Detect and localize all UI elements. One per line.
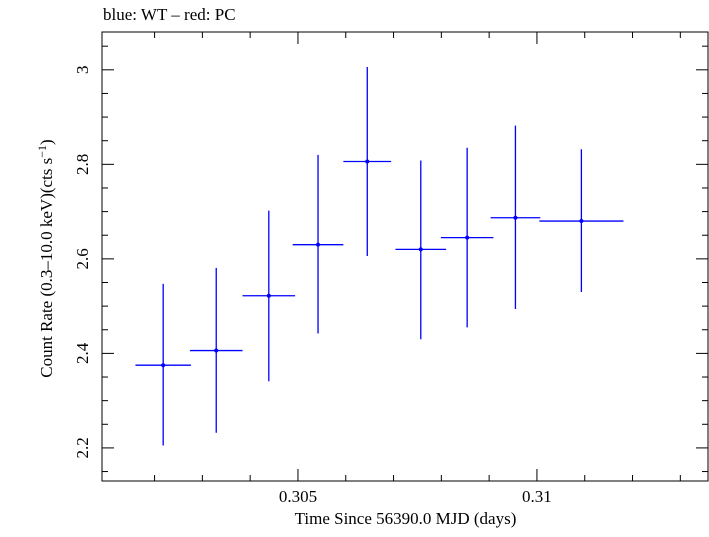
y-tick-label: 2.6 <box>73 248 92 269</box>
data-point <box>161 363 166 368</box>
y-tick-label: 2.8 <box>73 154 92 175</box>
x-axis-label: Time Since 56390.0 MJD (days) <box>294 509 517 528</box>
data-point <box>214 348 219 353</box>
data-point <box>418 247 423 252</box>
plot-frame <box>101 31 709 482</box>
data-point <box>465 235 470 240</box>
data-point <box>365 159 370 164</box>
x-tick-label: 0.31 <box>522 487 552 506</box>
y-tick-label: 3 <box>73 66 92 75</box>
data-point <box>316 242 321 247</box>
y-tick-label: 2.4 <box>73 342 92 364</box>
data-point <box>513 215 518 220</box>
chart-title: blue: WT – red: PC <box>103 5 236 24</box>
data-point <box>266 293 271 298</box>
data-point <box>579 219 584 224</box>
y-tick-label: 2.2 <box>73 437 92 458</box>
y-axis-label: Count Rate (0.3–10.0 keV)(cts s−1) <box>35 139 56 377</box>
x-tick-label: 0.305 <box>279 487 317 506</box>
